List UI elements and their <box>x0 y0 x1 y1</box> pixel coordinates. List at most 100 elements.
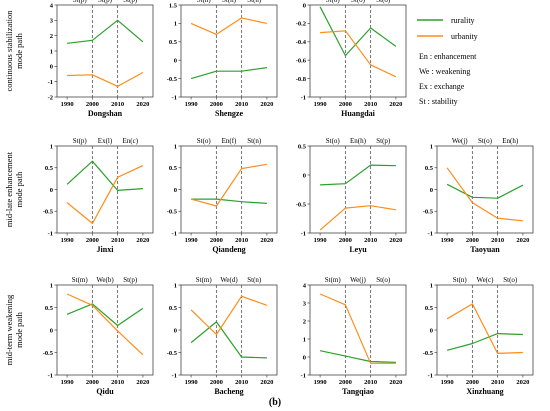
x-tick-label: 2020 <box>389 237 402 244</box>
phase-label: St(n) <box>247 0 262 4</box>
plot-frame <box>436 284 534 376</box>
series-line-rurality <box>191 198 267 204</box>
legend-note: En : enhancement <box>419 52 477 61</box>
y-tick-label: 2 <box>50 33 53 40</box>
x-tick-label: 2020 <box>260 101 273 108</box>
phase-label: En(c) <box>122 137 138 145</box>
series-line-urbanity <box>319 293 396 364</box>
y-tick-label: -0.6 <box>296 58 307 65</box>
y-tick-label: 1 <box>50 143 53 150</box>
y-tick-label: -0.5 <box>167 209 178 216</box>
x-tick-label: 2020 <box>516 237 529 244</box>
y-tick-label: 0 <box>303 2 306 9</box>
x-tick-label: 1990 <box>61 379 74 386</box>
x-tick-label: 1990 <box>185 379 198 386</box>
y-tick-label: 0 <box>430 187 433 194</box>
series-line-rurality <box>446 333 523 351</box>
y-tick-label: -1 <box>172 372 177 379</box>
chart-dongshan: -2 -1 0 1 2 3 4 1990 2000 2010 2020 St(p) St(p) St(p)… <box>48 0 154 118</box>
plot-frame <box>309 145 407 234</box>
phase-label: St(o) <box>326 137 341 145</box>
x-tick-label: 2000 <box>210 379 223 386</box>
chart-huangdai: -1 -0.8 -0.6 -0.4 -0.2 0 1990 2000 2010 2020 St(o)… <box>296 0 407 118</box>
y-tick-label: -0.8 <box>296 76 307 83</box>
row-title-line: mid-late enhancement <box>4 151 14 227</box>
chart-title: Shengze <box>215 109 243 118</box>
y-tick-label: 4 <box>50 2 54 9</box>
chart-title: Bacheng <box>214 387 243 396</box>
y-tick-label: 0.5 <box>425 165 434 172</box>
series-line-urbanity <box>67 71 144 87</box>
x-tick-label: 2020 <box>260 379 273 386</box>
phase-label: St(p) <box>73 137 88 145</box>
y-tick-label: 0 <box>50 187 53 194</box>
series-line-rurality <box>66 303 144 327</box>
plot-frame <box>180 4 278 98</box>
y-tick-label: 0 <box>174 327 177 334</box>
y-tick-label: 0.5 <box>298 143 307 150</box>
x-tick-label: 2020 <box>136 237 149 244</box>
row-title-line: continuous stabilization <box>4 10 14 92</box>
series-line-urbanity <box>446 167 523 222</box>
x-tick-label: 1990 <box>314 237 327 244</box>
series-line-urbanity <box>66 293 144 356</box>
x-tick-label: 2010 <box>235 237 248 244</box>
x-tick-label: 2000 <box>210 101 223 108</box>
phase-label: St(o) <box>351 0 366 4</box>
phase-label: St(o) <box>197 137 212 145</box>
legend-note: We : weakening <box>419 67 470 76</box>
plot-frame <box>180 145 278 234</box>
chart-qiandeng: -1 -0.5 0 0.5 1 1990 2000 2010 2020 St(o) En(f) St(… <box>167 137 278 254</box>
y-tick-label: -0.5 <box>296 201 307 208</box>
y-tick-label: -0.5 <box>43 350 54 357</box>
x-tick-label: 1990 <box>185 237 198 244</box>
y-tick-label: 0.5 <box>45 305 54 312</box>
y-tick-label: 0.5 <box>45 165 54 172</box>
x-tick-label: 1990 <box>314 101 327 108</box>
x-tick-label: 1990 <box>61 101 74 108</box>
chart-taoyuan: -1 -0.5 0 0.5 1 1990 2000 2010 2020 We(j) St(o) En(… <box>423 137 534 254</box>
chart-title: Dongshan <box>88 109 123 118</box>
phase-label: En(h) <box>502 137 519 145</box>
row-title-line: mode path <box>14 311 24 347</box>
phase-label: Ex(l) <box>98 137 113 145</box>
phase-label: St(m) <box>72 276 89 284</box>
x-tick-label: 2010 <box>111 379 124 386</box>
series-line-rurality <box>190 67 267 80</box>
series-line-urbanity <box>320 30 397 78</box>
y-tick-label: -0.2 <box>296 21 306 28</box>
x-tick-label: 2020 <box>136 379 149 386</box>
chart-title: Huangdai <box>341 109 376 118</box>
chart-shengze: -1 -0.5 0 0.5 1 1.5 1990 2000 2010 2020 St(n) St(n)… <box>167 0 278 118</box>
chart-xinzhuang: -1 -0.5 0 0.5 1 1990 2000 2010 2020 St(n) We(c) St(… <box>423 276 534 396</box>
legend-note: St : stability <box>419 97 458 106</box>
y-tick-label: -0.5 <box>43 209 54 216</box>
figure-caption: (b) <box>269 397 281 408</box>
y-tick-label: 1.5 <box>169 2 178 9</box>
phase-label: St(n) <box>247 137 262 145</box>
x-tick-label: 2020 <box>389 101 402 108</box>
x-tick-label: 2010 <box>364 237 377 244</box>
chart-title: Qidu <box>96 387 114 396</box>
y-tick-label: 0 <box>303 172 306 179</box>
plot-frame <box>56 4 154 98</box>
phase-label: St(p) <box>98 0 113 4</box>
x-tick-label: 2010 <box>235 379 248 386</box>
legend-rurality-label: rurality <box>451 16 475 25</box>
row-title-line: mode path <box>14 32 24 68</box>
x-tick-label: 2000 <box>466 237 479 244</box>
x-tick-label: 2010 <box>111 237 124 244</box>
plot-frame <box>309 284 407 376</box>
y-tick-label: 0 <box>303 354 306 361</box>
y-tick-label: 3 <box>50 18 54 25</box>
y-tick-label: -2 <box>48 94 53 101</box>
phase-label: We(d) <box>220 276 238 284</box>
series-line-rurality <box>66 160 143 191</box>
y-tick-label: 3 <box>303 300 307 307</box>
phase-label: St(o) <box>478 137 493 145</box>
y-tick-label: -1 <box>172 94 177 101</box>
phase-label: En(f) <box>222 137 237 145</box>
x-tick-label: 1990 <box>61 237 74 244</box>
legend: rurality urbanity En : enhancement We : … <box>417 16 478 106</box>
x-tick-label: 2010 <box>491 237 504 244</box>
